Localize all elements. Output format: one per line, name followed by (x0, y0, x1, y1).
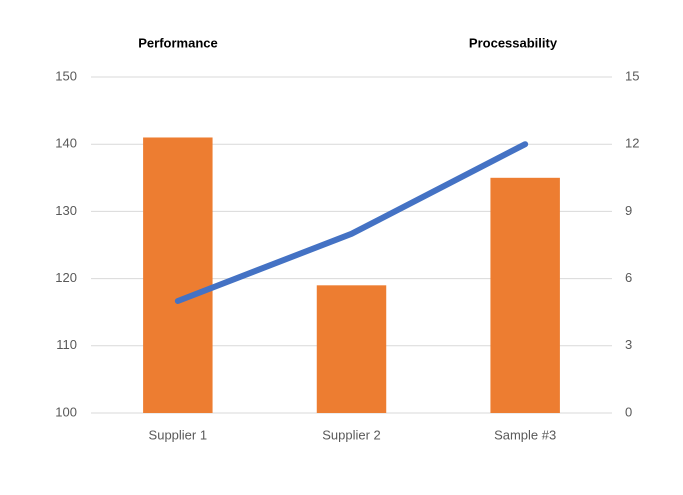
bar (316, 285, 387, 413)
x-tick-label: Sample #3 (494, 427, 556, 442)
y-tick-label: 140 (55, 136, 77, 151)
y2-tick-label: 9 (625, 203, 632, 218)
y2-axis-title: Processability (469, 35, 558, 50)
y-axis-title: Performance (138, 35, 217, 50)
bar (143, 137, 213, 414)
y-tick-label: 130 (55, 203, 77, 218)
y-tick-label: 150 (55, 68, 77, 83)
y-tick-label: 100 (55, 404, 77, 419)
y2-tick-label: 6 (625, 270, 632, 285)
y2-tick-label: 15 (625, 68, 639, 83)
y2-tick-label: 12 (625, 136, 639, 151)
line-series (174, 141, 529, 304)
y-tick-label: 120 (55, 270, 77, 285)
x-tick-label: Supplier 2 (322, 427, 381, 442)
y-tick-label: 110 (56, 337, 77, 352)
bar (490, 177, 560, 413)
y2-tick-label: 3 (625, 337, 632, 352)
y2-tick-label: 0 (625, 404, 632, 419)
x-tick-label: Supplier 1 (149, 427, 208, 442)
